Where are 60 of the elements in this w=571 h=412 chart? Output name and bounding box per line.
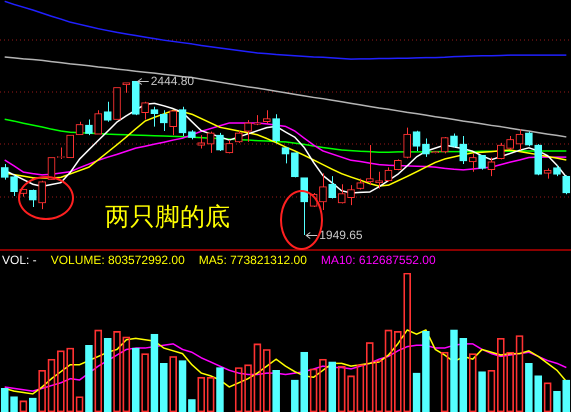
bar xyxy=(178,360,186,412)
candlestick xyxy=(496,142,505,160)
annotation: 2444.80 xyxy=(150,74,194,88)
bar xyxy=(562,380,570,412)
candlestick xyxy=(216,132,224,152)
candlestick xyxy=(319,172,327,211)
candlestick xyxy=(272,114,280,144)
bar xyxy=(422,331,430,412)
candlestick xyxy=(488,156,496,177)
candlestick xyxy=(356,178,364,190)
candlestick xyxy=(525,131,533,147)
candlestick xyxy=(468,154,477,172)
annotation: 两只脚的底 xyxy=(105,201,230,233)
candlestick xyxy=(562,174,570,195)
bar xyxy=(132,348,140,412)
annotation: 1949.65 xyxy=(319,228,363,242)
bar xyxy=(104,338,112,412)
candlestick xyxy=(460,136,468,165)
candlestick xyxy=(291,152,299,178)
candlestick xyxy=(178,106,186,137)
bar xyxy=(85,344,93,412)
bar xyxy=(150,334,158,412)
candlestick xyxy=(440,136,448,154)
bar xyxy=(300,352,308,412)
candlestick xyxy=(150,106,158,128)
bar xyxy=(160,363,168,412)
candlestick xyxy=(66,134,74,158)
candlestick xyxy=(254,114,262,126)
candlestick xyxy=(38,180,46,210)
bar xyxy=(525,363,533,412)
candlestick xyxy=(57,147,65,160)
candlestick xyxy=(169,110,177,136)
bar xyxy=(412,372,420,412)
bar xyxy=(450,330,458,412)
candlestick xyxy=(328,176,336,200)
bar xyxy=(188,399,196,412)
candlestick xyxy=(244,120,252,142)
candlestick xyxy=(478,154,486,170)
candlestick xyxy=(403,127,412,159)
candlestick xyxy=(282,147,290,164)
bar xyxy=(272,370,280,412)
bar xyxy=(216,367,224,412)
candlestick xyxy=(234,130,243,144)
bar xyxy=(291,380,299,412)
candlestick xyxy=(412,130,420,152)
text: VOLUME: 803572992.00 xyxy=(50,253,185,267)
bar xyxy=(534,376,542,412)
bar xyxy=(10,396,18,412)
candlestick xyxy=(94,110,102,135)
bar xyxy=(553,390,561,412)
bar xyxy=(460,338,468,412)
legend-title: VOL: - xyxy=(2,253,37,267)
bar xyxy=(328,362,336,412)
bar xyxy=(0,388,9,412)
candlestick xyxy=(10,174,18,197)
text: MA5: 773821312.00 xyxy=(198,253,307,267)
bar xyxy=(478,371,486,412)
bar xyxy=(28,398,37,412)
text: MA10: 612687552.00 xyxy=(320,253,436,267)
candlestick xyxy=(347,184,355,206)
